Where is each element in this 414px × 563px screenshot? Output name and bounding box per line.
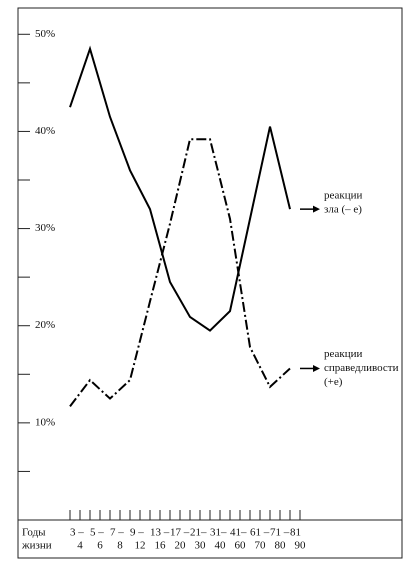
y-tick-label: 50% [35,28,55,40]
x-label: жизни [21,540,52,552]
y-tick-label: 20% [35,319,55,331]
x-tick-label: 31– [210,527,227,539]
x-tick-label: 30 [195,540,207,552]
x-tick-label: 61 – [250,527,270,539]
x-tick-label: 16 [155,540,167,552]
x-tick-label: 80 [275,540,287,552]
x-tick-label: 6 [97,540,103,552]
y-tick-label: 40% [35,125,55,137]
legend-label: реакции [324,190,363,202]
legend-label: справедливости [324,362,399,374]
x-tick-label: 81 [290,527,301,539]
series-line [69,138,291,407]
legend-arrowhead [313,364,320,372]
legend-arrowhead [313,205,320,213]
legend-label: реакции [324,348,363,360]
legend-label: зла (– е) [324,204,362,216]
x-tick-label: 41– [230,527,247,539]
x-label: Годы [22,527,46,539]
y-tick-label: 30% [35,222,55,234]
x-tick-label: 3 – [70,527,84,539]
x-tick-label: 20 [175,540,187,552]
x-tick-label: 5 – [90,527,104,539]
frame [17,7,403,559]
x-tick-label: 60 [235,540,247,552]
x-tick-label: 17 – [170,527,190,539]
x-tick-label: 7 – [110,527,124,539]
x-tick-label: 13 – [150,527,170,539]
x-tick-label: 40 [215,540,227,552]
x-tick-label: 12 [135,540,146,552]
legend-label: (+е) [324,376,343,388]
x-tick-label: 9 – [130,527,144,539]
x-tick-label: 90 [295,540,307,552]
series-line [69,45,291,332]
x-tick-label: 4 [77,540,83,552]
x-tick-label: 71 – [270,527,290,539]
x-tick-label: 70 [255,540,267,552]
x-tick-label: 21– [190,527,207,539]
x-tick-label: 8 [117,540,123,552]
y-tick-label: 10% [35,416,55,428]
